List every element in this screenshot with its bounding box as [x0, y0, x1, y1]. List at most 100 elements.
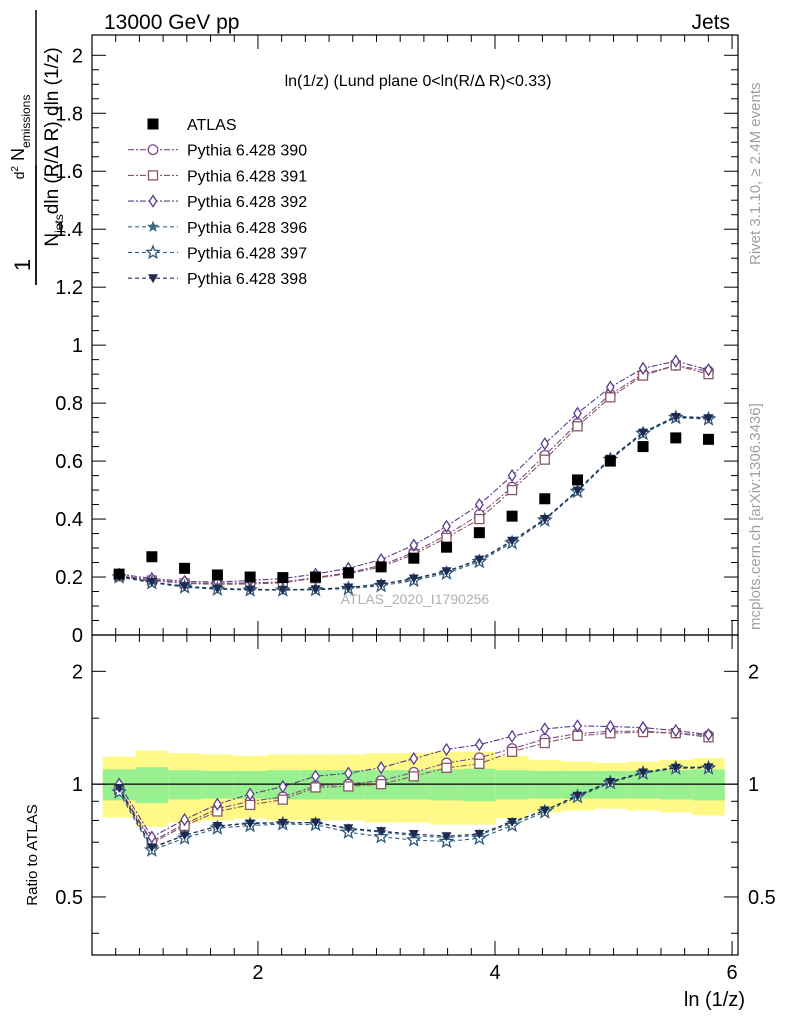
- series-391-ratio-point: [441, 762, 452, 773]
- legend-marker: [147, 144, 159, 156]
- legend-item-391: Pythia 6.428 391: [128, 168, 307, 185]
- atlas-data-point: [539, 493, 551, 505]
- series-392-ratio-point: [507, 729, 517, 744]
- series-392-point: [638, 361, 648, 376]
- legend-item-397: Pythia 6.428 397: [128, 244, 307, 263]
- series-392-ratio-point: [442, 742, 451, 757]
- series-398-ratio-point: [212, 822, 223, 832]
- series-398-point: [670, 413, 681, 423]
- series-398-ratio-point: [670, 763, 681, 773]
- y-axis-label-numerator-one: 1: [10, 259, 35, 271]
- series-398-ratio-point: [146, 843, 157, 853]
- series-392-ratio-point: [213, 797, 222, 811]
- atlas-data-point: [604, 455, 616, 467]
- legend-label: Pythia 6.428 396: [187, 220, 307, 237]
- legend-label: Pythia 6.428 392: [187, 194, 307, 211]
- atlas-data-point: [572, 474, 584, 486]
- atlas-data-point: [146, 551, 158, 563]
- atlas-data-point: [670, 432, 682, 444]
- series-392-point: [573, 406, 582, 420]
- legend-label: Pythia 6.428 398: [187, 271, 307, 288]
- series-392-ratio-point: [376, 760, 386, 775]
- series-398-ratio-point: [441, 832, 452, 842]
- legend-label: Pythia 6.428 390: [187, 143, 307, 160]
- y-tick-label: 1.4: [55, 219, 83, 241]
- ratio-y-tick-label-right: 0.5: [748, 887, 776, 909]
- series-398-ratio-point: [572, 791, 583, 801]
- atlas-data-point: [473, 527, 485, 539]
- series-391-ratio-point: [539, 737, 550, 749]
- series-398-point: [539, 515, 550, 525]
- series-391-point: [605, 392, 616, 403]
- atlas-data-point: [637, 441, 649, 453]
- series-398-line: [118, 416, 709, 591]
- atlas-data-point: [342, 567, 354, 579]
- series-392-ratio-point: [573, 719, 582, 733]
- band-inner: [430, 769, 463, 801]
- series-398-point: [245, 585, 256, 595]
- main-panel: 0 0.2 0.4 0.6 0.8 1 1.2 1.4 1.6 1.8 2: [55, 34, 739, 955]
- atlas-data-point: [375, 561, 387, 573]
- series-392-ratio-point: [180, 812, 189, 827]
- series-398-ratio-point: [408, 830, 419, 840]
- series-392-point: [540, 437, 550, 451]
- atlas-data-point: [244, 571, 256, 583]
- series-391-point: [474, 513, 485, 525]
- series-398-ratio-point: [343, 824, 354, 834]
- series-398-ratio-point: [310, 818, 321, 828]
- series-392-ratio-point: [344, 766, 353, 780]
- legend-label: Pythia 6.428 391: [187, 168, 307, 185]
- series-392-ratio-point: [638, 720, 648, 735]
- series-392-point: [442, 519, 451, 533]
- legend-item-390: Pythia 6.428 390: [128, 143, 307, 160]
- series-398-ratio-point: [277, 818, 288, 828]
- ratio-y-tick-label-right: 1: [748, 774, 759, 796]
- y-tick-label: 0.2: [55, 567, 83, 589]
- series-391-point: [539, 454, 550, 465]
- band-inner: [692, 769, 725, 801]
- series-392-ratio-point: [671, 723, 681, 738]
- ratio-y-tick-label: 0.5: [55, 887, 83, 909]
- x-axis-label: ln (1/z): [684, 989, 745, 1011]
- y-tick-label: 1.8: [55, 103, 83, 125]
- y-tick-label: 0.8: [55, 393, 83, 415]
- series-398-ratio-point: [539, 806, 550, 816]
- series-398-point: [572, 486, 583, 496]
- series-398-ratio-point: [507, 817, 518, 827]
- ratio-y-axis-label: Ratio to ATLAS: [24, 804, 41, 905]
- header-right: Jets: [691, 11, 730, 34]
- series-392-point: [507, 468, 517, 483]
- series-391-ratio-point: [244, 799, 256, 811]
- legend-item-atlas: ATLAS: [147, 117, 237, 134]
- band-inner: [495, 770, 529, 800]
- y-tick-label: 0.4: [55, 509, 83, 531]
- atlas-data-point: [506, 510, 518, 522]
- series-398-point: [343, 583, 354, 593]
- legend-marker: [145, 244, 161, 260]
- chart-title: ln(1/z) (Lund plane 0<ln(R/Δ R)<0.33): [285, 73, 552, 90]
- series-398-point: [146, 577, 157, 587]
- series-397-ratio-point: [405, 831, 422, 847]
- series-392-ratio-point: [245, 787, 255, 801]
- series-392-ratio-point: [704, 727, 713, 742]
- y-tick-label: 0: [72, 625, 83, 647]
- y-tick-label: 1.2: [55, 277, 83, 299]
- y-tick-label: 1: [72, 335, 83, 357]
- series-398-point: [376, 579, 387, 589]
- atlas-data-point: [310, 571, 322, 583]
- header-left: 13000 GeV pp: [104, 11, 239, 34]
- y-axis-label: 1 d2 Nemissions Njetsdln (R/Δ R) dln (1/z): [8, 10, 66, 285]
- series-397-ratio-point: [373, 828, 390, 844]
- legend-marker: [148, 194, 158, 208]
- legend-item-398: Pythia 6.428 398: [128, 271, 307, 288]
- y-axis-label-group: 1 d2 Nemissions Njetsdln (R/Δ R) dln (1/z): [8, 10, 66, 285]
- watermark: ATLAS_2020_I1790256: [341, 591, 490, 607]
- series-398-point: [277, 585, 288, 595]
- series-398-point: [310, 585, 321, 595]
- series-391-ratio-point: [408, 771, 419, 782]
- series-392-ratio-point: [409, 751, 419, 766]
- series-398-ratio-point: [179, 831, 190, 841]
- series-392-ratio-point: [311, 769, 320, 783]
- series-398-ratio-point: [703, 763, 714, 773]
